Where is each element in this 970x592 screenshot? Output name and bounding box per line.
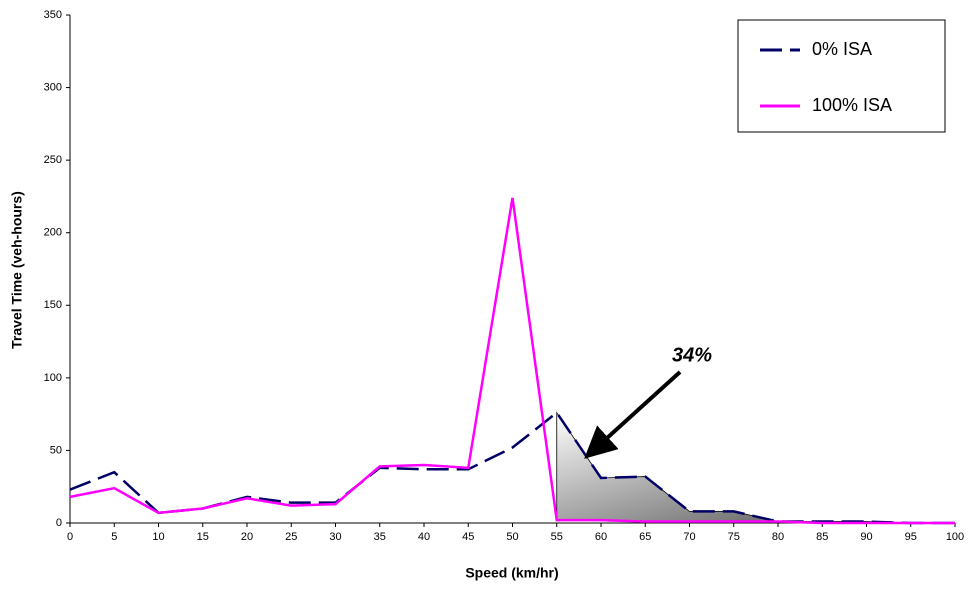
x-tick-label: 30 [329, 531, 341, 543]
x-tick-label: 35 [374, 531, 386, 543]
y-tick-label: 50 [50, 444, 62, 456]
x-tick-label: 100 [946, 531, 964, 543]
x-tick-label: 25 [285, 531, 297, 543]
x-tick-label: 20 [241, 531, 253, 543]
x-tick-label: 0 [67, 531, 73, 543]
annotation-arrow [584, 370, 682, 459]
x-tick-label: 50 [506, 531, 518, 543]
x-tick-label: 45 [462, 531, 474, 543]
y-tick-label: 0 [56, 517, 62, 529]
y-tick-label: 350 [44, 9, 62, 21]
y-tick-label: 250 [44, 154, 62, 166]
x-tick-label: 95 [905, 531, 917, 543]
y-tick-label: 100 [44, 372, 62, 384]
x-tick-label: 75 [728, 531, 740, 543]
y-tick-label: 200 [44, 227, 62, 239]
x-tick-label: 85 [816, 531, 828, 543]
x-tick-label: 80 [772, 531, 784, 543]
x-tick-label: 5 [111, 531, 117, 543]
y-tick-label: 300 [44, 81, 62, 93]
x-tick-label: 10 [152, 531, 164, 543]
x-tick-label: 40 [418, 531, 430, 543]
x-tick-label: 90 [860, 531, 872, 543]
x-axis-label: Speed (km/hr) [465, 565, 558, 581]
x-tick-label: 55 [551, 531, 563, 543]
x-tick-label: 65 [639, 531, 651, 543]
plot-area [66, 14, 956, 527]
legend-box [737, 19, 946, 133]
series-line [69, 197, 955, 525]
x-tick-label: 70 [683, 531, 695, 543]
y-tick-label: 150 [44, 299, 62, 311]
series-line [69, 410, 955, 525]
legend-label: 100% ISA [812, 95, 892, 115]
x-tick-label: 60 [595, 531, 607, 543]
annotation: 34% [672, 344, 712, 366]
legend-label: 0% ISA [812, 39, 872, 59]
y-axis-label: Travel Time (veh-hours) [9, 191, 25, 349]
x-tick-label: 15 [197, 531, 209, 543]
